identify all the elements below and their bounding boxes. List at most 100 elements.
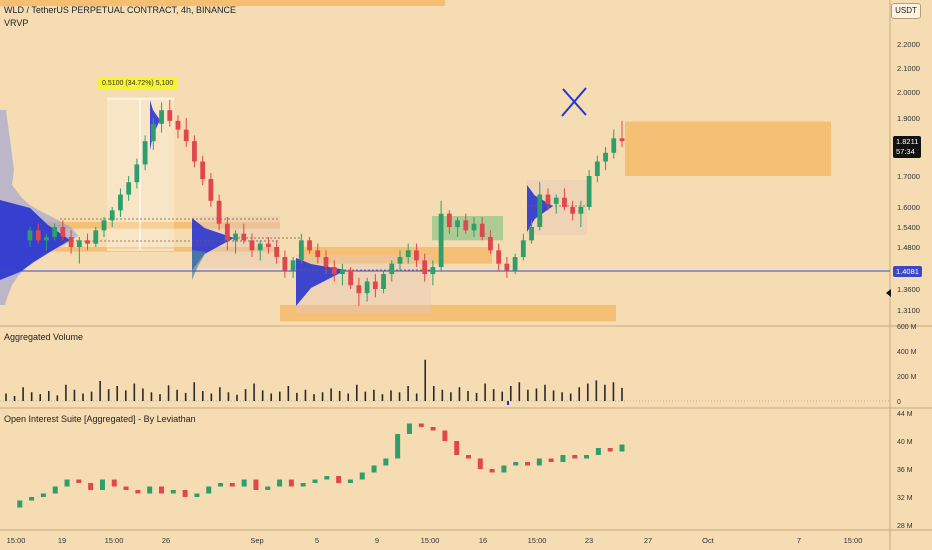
volume-bar (373, 389, 375, 401)
oi-candle (406, 423, 412, 434)
oi-candle (324, 476, 330, 480)
candle-body (167, 110, 173, 121)
price-axis-marker (886, 289, 891, 297)
oi-candle (64, 479, 70, 487)
candle-body (274, 247, 280, 258)
volume-bar (458, 387, 461, 401)
volume-bar (612, 382, 615, 401)
oi-candle (229, 483, 235, 487)
volume-tick-label: 600 M (897, 324, 917, 331)
volume-bar (475, 392, 478, 401)
volume-bar (150, 392, 153, 401)
oi-candle (466, 455, 471, 459)
volume-pane-title: Aggregated Volume (4, 332, 84, 342)
oi-candle (477, 458, 483, 469)
oi-candle (595, 448, 601, 455)
candle-body (356, 285, 362, 294)
session-volume-profile (192, 218, 234, 270)
volume-tick-label: 0 (897, 399, 901, 406)
oi-candle (40, 493, 46, 497)
time-tick-label: 7 (797, 536, 801, 545)
volume-bar (296, 392, 298, 401)
volume-bar (424, 359, 427, 401)
time-tick-label: 9 (375, 536, 379, 545)
volume-bar (450, 392, 452, 401)
price-tick-label: 1.9000 (897, 114, 920, 123)
volume-bar (569, 393, 572, 401)
oi-candle (76, 479, 82, 483)
volume-bar (116, 386, 119, 401)
volume-bar (484, 383, 486, 401)
candle-body (331, 267, 337, 275)
volume-bar (90, 391, 93, 401)
candle-body (381, 274, 386, 289)
volume-bar (159, 394, 161, 401)
volume-bar (47, 391, 50, 401)
oi-candle (17, 500, 23, 508)
last-price-badge: 1.8211 57:34 (893, 136, 922, 158)
currency-button[interactable]: USDT (891, 3, 921, 19)
oi-candle (170, 490, 176, 494)
candle-body (348, 270, 354, 286)
volume-bar (561, 392, 563, 401)
candle-body (60, 227, 66, 237)
volume-bar (595, 380, 598, 401)
volume-bar (219, 387, 221, 401)
oi-candle (619, 444, 625, 452)
indicator-vrvp-label[interactable]: VRVP (4, 18, 29, 28)
volume-bar (338, 391, 341, 401)
volume-bar (73, 389, 76, 401)
volume-bar (184, 392, 187, 401)
volume-bar (441, 389, 444, 401)
volume-bar (65, 384, 67, 401)
oi-candle (548, 458, 554, 462)
candle-body (364, 281, 370, 294)
volume-bar (321, 392, 324, 401)
volume-bar (527, 389, 529, 401)
volume-bar (509, 386, 512, 401)
price-tick-label: 2.2000 (897, 40, 920, 49)
candle-body (479, 223, 485, 237)
session-volume-profile (192, 250, 206, 280)
top-orange-zone (0, 0, 445, 6)
time-tick-label: 23 (585, 536, 593, 545)
oi-candle (288, 479, 294, 487)
oi-candle (584, 455, 590, 459)
volume-bar (492, 389, 495, 401)
volume-bar (56, 395, 59, 401)
candle-body (529, 227, 534, 241)
oi-candle (194, 493, 200, 497)
candle-body (455, 220, 460, 227)
oi-candle (572, 455, 578, 459)
oi-candle (147, 486, 153, 494)
oi-candle (454, 441, 460, 455)
oi-candle (418, 423, 424, 427)
oi-candle (88, 483, 94, 490)
candle-body (93, 230, 99, 244)
oi-pane-title: Open Interest Suite [Aggregated] - By Le… (4, 414, 196, 424)
candle-body (471, 223, 477, 231)
price-tick-label: 1.3600 (897, 285, 920, 294)
volume-bar (261, 390, 264, 401)
volume-bar (142, 388, 144, 401)
time-tick-label: 15:00 (7, 536, 26, 545)
oi-candle (607, 448, 613, 452)
symbol-title[interactable]: WLD / TetherUS PERPETUAL CONTRACT, 4h, B… (4, 5, 237, 15)
candle-body (496, 250, 502, 264)
price-tick-label: 1.6000 (897, 203, 920, 212)
volume-bar (13, 396, 16, 401)
volume-bar (355, 384, 358, 401)
candle-body (76, 240, 82, 247)
candle-body (603, 152, 608, 162)
oi-candle (525, 462, 531, 466)
volume-bar (133, 383, 136, 401)
candle-body (101, 220, 107, 231)
oi-candle (52, 486, 58, 494)
oi-candle (206, 486, 212, 494)
candle-body (323, 257, 329, 268)
time-tick-label: 5 (315, 536, 319, 545)
candle-body (249, 240, 255, 251)
candle-body (553, 197, 559, 204)
